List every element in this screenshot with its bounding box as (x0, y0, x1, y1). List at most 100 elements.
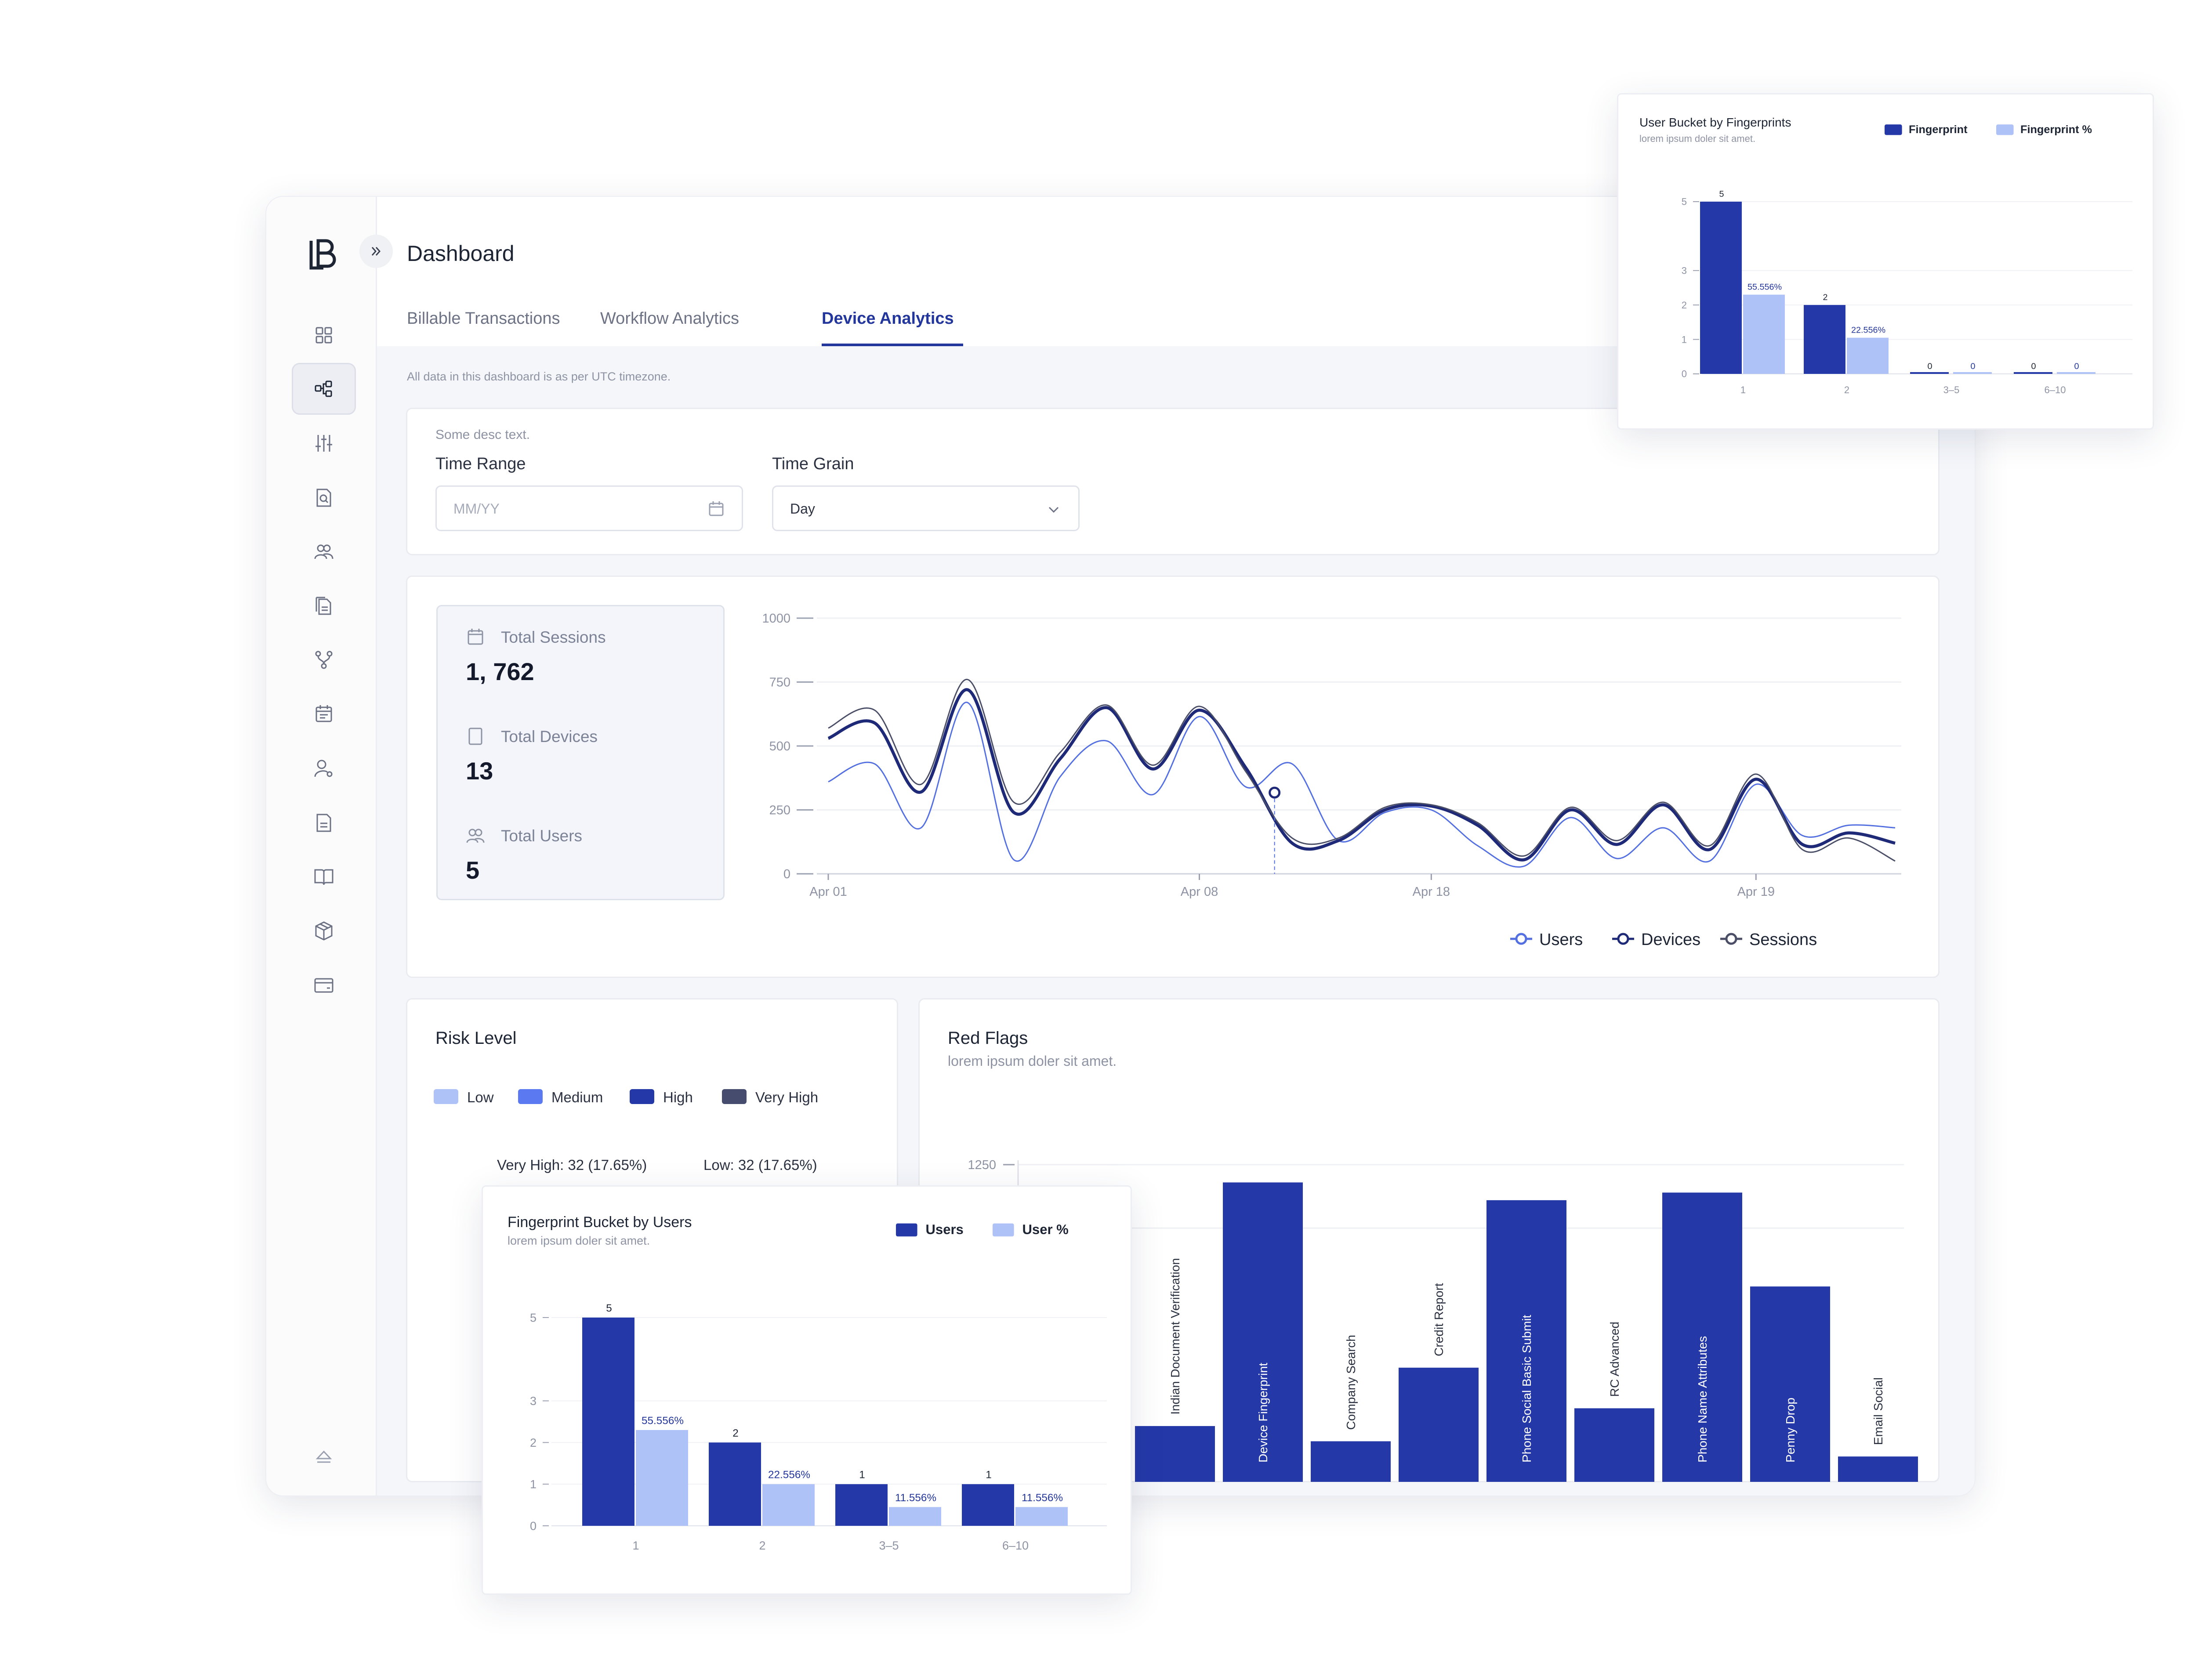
bar[interactable] (1574, 1408, 1654, 1482)
x-tick-label: 1 (632, 1539, 639, 1552)
legend-item-users[interactable]: Users (1510, 931, 1583, 949)
y-tick-label: 3 (1682, 265, 1687, 276)
bar-user-[interactable] (889, 1507, 941, 1526)
chevron-down-icon (1048, 507, 1059, 513)
x-tick-label: Apr 18 (1413, 885, 1450, 899)
sidebar-item-grid[interactable] (292, 309, 356, 361)
bar[interactable] (1311, 1441, 1391, 1482)
time-range-input[interactable]: MM/YY (435, 485, 743, 531)
sidebar-item-workflow[interactable] (292, 363, 356, 415)
bar-user-[interactable] (636, 1430, 688, 1526)
sidebar-item-branch[interactable] (292, 634, 356, 685)
sidebar-item-documents[interactable] (292, 580, 356, 632)
grid-icon (315, 327, 332, 344)
risk-legend-high[interactable]: High (630, 1089, 693, 1105)
legend-label: Low (467, 1089, 494, 1105)
workflow-icon (315, 380, 332, 397)
sidebar-item-document-search[interactable] (292, 472, 356, 524)
bar[interactable] (1662, 1192, 1742, 1482)
x-tick-label: 6–10 (2045, 384, 2066, 395)
bar-users[interactable] (835, 1484, 888, 1526)
risk-legend-medium[interactable]: Medium (518, 1089, 603, 1105)
time-range-placeholder: MM/YY (453, 501, 500, 517)
bar[interactable] (1486, 1200, 1566, 1482)
tab-billable-transactions[interactable]: Billable Transactions (407, 309, 560, 328)
file-icon (316, 814, 331, 832)
time-grain-select[interactable]: Day (772, 485, 1080, 531)
sidebar-item-book[interactable] (292, 851, 356, 902)
sidebar-item-sliders[interactable] (292, 417, 356, 469)
y-tick-label: 5 (1682, 196, 1687, 207)
legend-swatch (896, 1223, 917, 1237)
legend-item-fingerprint-[interactable]: Fingerprint % (1996, 123, 2092, 136)
sidebar-expand-button[interactable] (359, 235, 393, 268)
bar-label: Phone Name Attributes (1696, 1336, 1709, 1463)
total-sessions-value: 1, 762 (466, 658, 534, 685)
card-icon (314, 978, 334, 993)
bar[interactable] (1838, 1456, 1918, 1482)
bar-value-label: 0 (2074, 362, 2079, 371)
legend-label: Medium (551, 1089, 603, 1105)
sidebar-item-card[interactable] (292, 959, 356, 1011)
legend-swatch (722, 1089, 747, 1104)
calendar-icon (315, 705, 332, 722)
risk-legend-very-high[interactable]: Very High (722, 1089, 818, 1105)
tab-device-analytics[interactable]: Device Analytics (822, 309, 954, 328)
bar-users[interactable] (582, 1318, 634, 1526)
red-flags-title: Red Flags (948, 1028, 1028, 1048)
bar[interactable] (1135, 1426, 1215, 1482)
time-range-label: Time Range (435, 455, 526, 473)
total-users-label: Total Users (501, 827, 583, 845)
x-tick-label: 3–5 (1943, 384, 1960, 395)
tab-workflow-analytics[interactable]: Workflow Analytics (600, 309, 740, 328)
bar-user-[interactable] (1015, 1507, 1068, 1526)
bar-fingerprint-[interactable] (1743, 294, 1785, 374)
hover-point[interactable] (1269, 786, 1281, 799)
legend-label: Devices (1641, 931, 1700, 949)
x-tick-label: Apr 01 (809, 885, 847, 899)
bar-value-label: 22.556% (1851, 326, 1885, 335)
legend-marker (1515, 933, 1527, 945)
bar-value-label: 2 (732, 1427, 739, 1439)
bar-label: Device Fingerprint (1256, 1363, 1270, 1463)
sidebar (266, 197, 377, 1495)
bar-fingerprint-[interactable] (1847, 337, 1889, 374)
eject-icon (315, 1450, 332, 1463)
bar-value-label: 55.556% (1747, 282, 1782, 292)
legend-label: Fingerprint (1909, 123, 1968, 136)
bar-users[interactable] (709, 1442, 761, 1526)
documents-icon (315, 597, 331, 615)
sidebar-item-user-settings[interactable] (292, 742, 356, 794)
legend-label: Users (926, 1222, 964, 1237)
bar-fingerprint[interactable] (1700, 202, 1742, 374)
bar-fingerprint[interactable] (1804, 305, 1845, 374)
bar-users[interactable] (962, 1484, 1014, 1526)
bar-value-label: 1 (859, 1469, 865, 1481)
sidebar-footer-button[interactable] (292, 1430, 356, 1482)
sidebar-item-calendar[interactable] (292, 688, 356, 740)
sidebar-item-file[interactable] (292, 797, 356, 849)
x-tick-label: 6–10 (1002, 1539, 1029, 1552)
bar-value-label: 11.556% (1022, 1492, 1063, 1504)
legend-item-devices[interactable]: Devices (1612, 931, 1700, 949)
legend-item-user-[interactable]: User % (993, 1222, 1069, 1237)
bar-user-[interactable] (762, 1484, 815, 1526)
bar-label: Email Social (1871, 1377, 1885, 1445)
risk-legend-low[interactable]: Low (434, 1089, 494, 1105)
legend-item-sessions[interactable]: Sessions (1720, 931, 1817, 949)
sidebar-item-package[interactable] (292, 905, 356, 957)
y-tick-label: 0 (530, 1519, 537, 1532)
totals-box: Total Sessions 1, 762 Total Devices 13 T… (436, 605, 725, 900)
filters-description: Some desc text. (435, 427, 530, 442)
user-bucket-title: User Bucket by Fingerprints (1639, 116, 1791, 129)
sidebar-item-users[interactable] (292, 525, 356, 577)
fingerprint-bucket-card: Fingerprint Bucket by Users lorem ipsum … (482, 1185, 1132, 1595)
legend-item-fingerprint[interactable]: Fingerprint (1885, 123, 1968, 136)
bar[interactable] (1399, 1368, 1479, 1482)
bar[interactable] (1223, 1182, 1303, 1482)
y-tick-label: 1250 (968, 1158, 996, 1172)
legend-item-users[interactable]: Users (896, 1222, 964, 1237)
legend-label: Sessions (1749, 931, 1817, 949)
bar[interactable] (1750, 1286, 1830, 1482)
bar-label: Penny Drop (1784, 1398, 1797, 1463)
